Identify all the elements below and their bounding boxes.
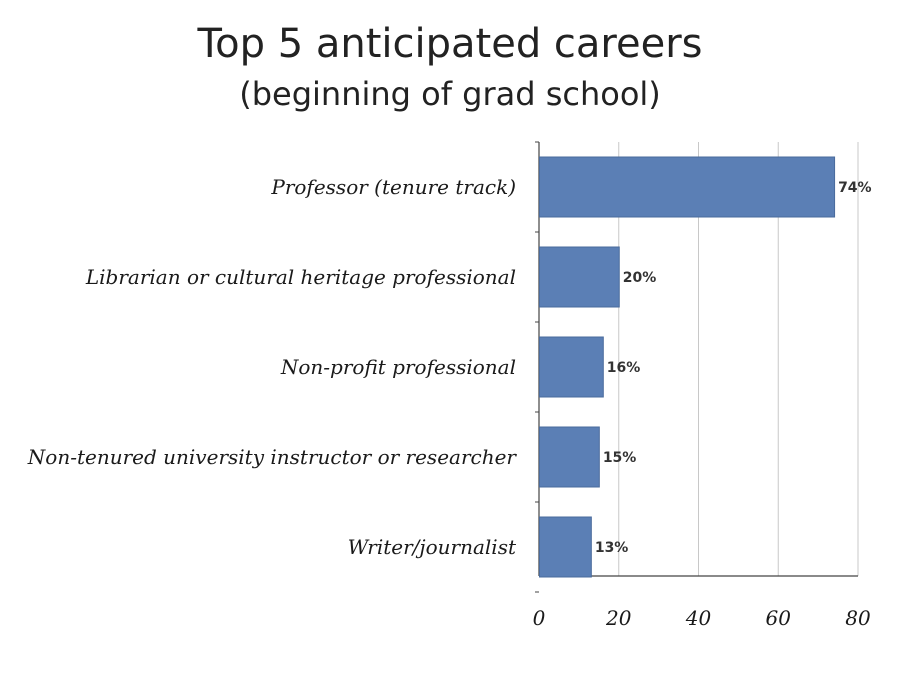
bar (539, 156, 836, 218)
category-label: Professor (tenure track) (270, 175, 516, 199)
data-label: 74% (838, 180, 872, 196)
bar (539, 516, 592, 578)
data-label: 15% (603, 450, 637, 466)
chart-subtitle: (beginning of grad school) (239, 75, 661, 113)
x-tick-label: 40 (685, 606, 712, 630)
category-label: Non-profit professional (280, 355, 516, 379)
category-label: Librarian or cultural heritage professio… (85, 265, 516, 289)
data-label: 13% (595, 540, 629, 556)
category-label: Writer/journalist (348, 535, 517, 559)
category-label: Non-tenured university instructor or res… (27, 445, 518, 469)
x-tick-label: 80 (845, 606, 871, 630)
x-tick-label: 60 (766, 606, 792, 630)
data-label: 20% (623, 270, 657, 286)
data-label: 16% (607, 360, 641, 376)
bar (539, 246, 620, 308)
bar (539, 426, 600, 488)
bar (539, 336, 604, 398)
x-tick-label: 0 (533, 606, 546, 630)
title-block: Top 5 anticipated careers (beginning of … (0, 20, 900, 114)
x-tick-label: 20 (605, 606, 632, 630)
chart-title: Top 5 anticipated careers (197, 21, 703, 67)
